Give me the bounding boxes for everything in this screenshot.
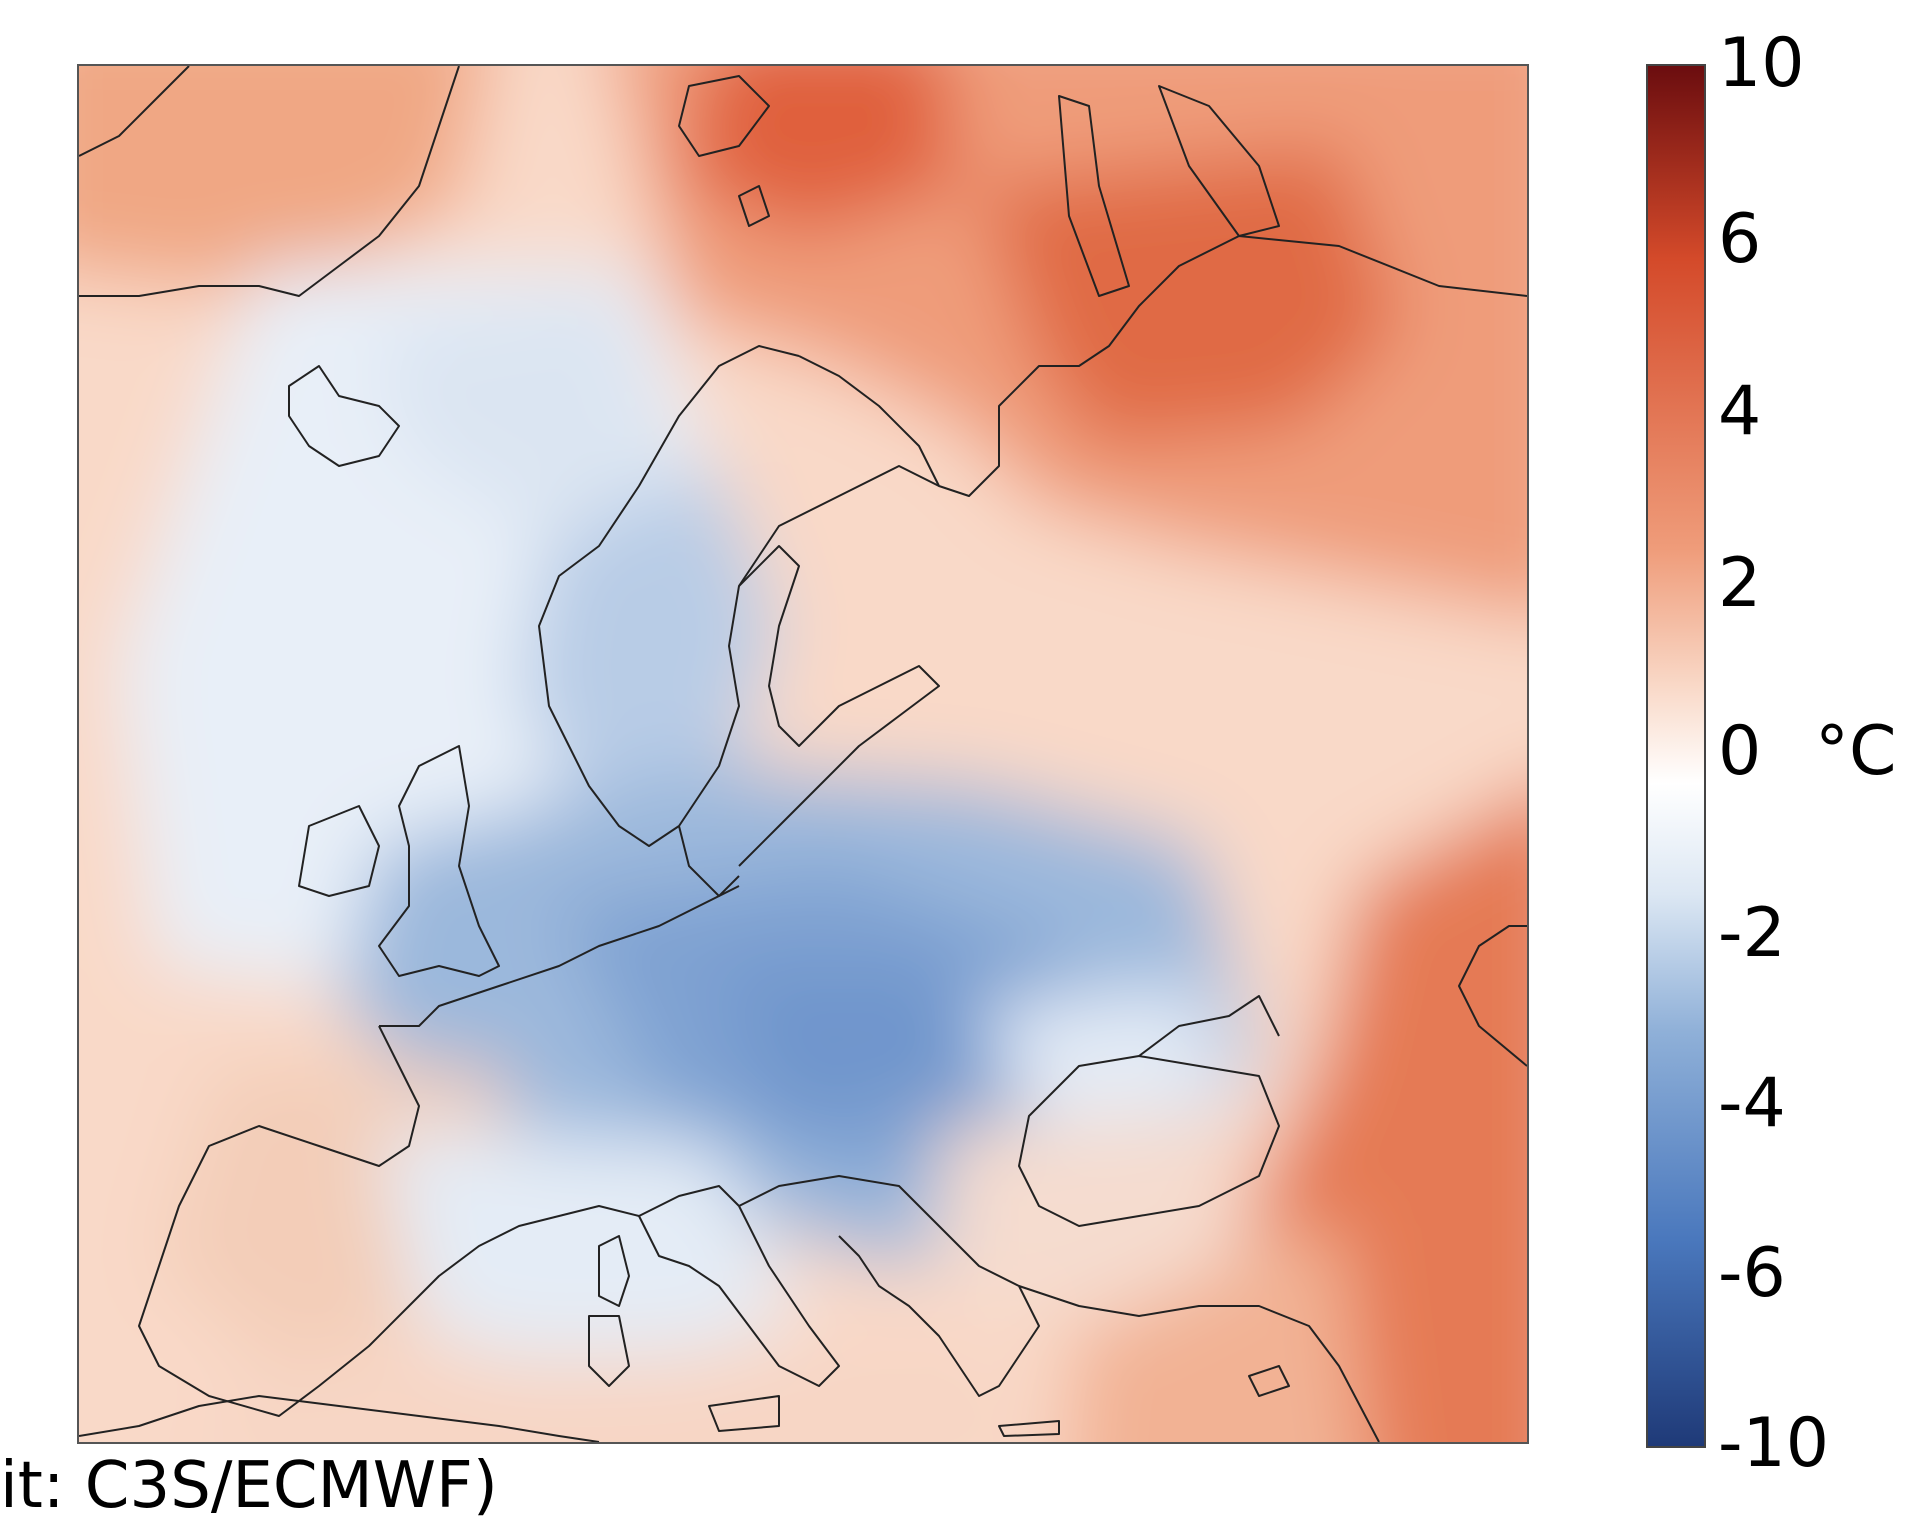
colorbar-tick: -2 xyxy=(1718,894,1786,973)
anomaly-map xyxy=(77,64,1529,1444)
colorbar-tick: -6 xyxy=(1718,1234,1786,1313)
colorbar-tick: 6 xyxy=(1718,200,1762,279)
image-credit: it: C3S/ECMWF) xyxy=(0,1449,498,1523)
colorbar-tick: 2 xyxy=(1718,544,1762,623)
map-canvas xyxy=(79,66,1527,1442)
coastlines xyxy=(79,66,1527,1442)
colorbar-tick: 4 xyxy=(1718,372,1762,451)
colorbar-tick: -4 xyxy=(1718,1064,1786,1143)
colorbar-unit-label: °C xyxy=(1815,712,1897,791)
colorbar-tick: 10 xyxy=(1718,24,1805,103)
anomaly-field xyxy=(79,66,1527,1442)
colorbar-tick: 0 xyxy=(1718,712,1762,791)
colorbar-tick: -10 xyxy=(1718,1404,1830,1483)
colorbar xyxy=(1646,64,1706,1448)
